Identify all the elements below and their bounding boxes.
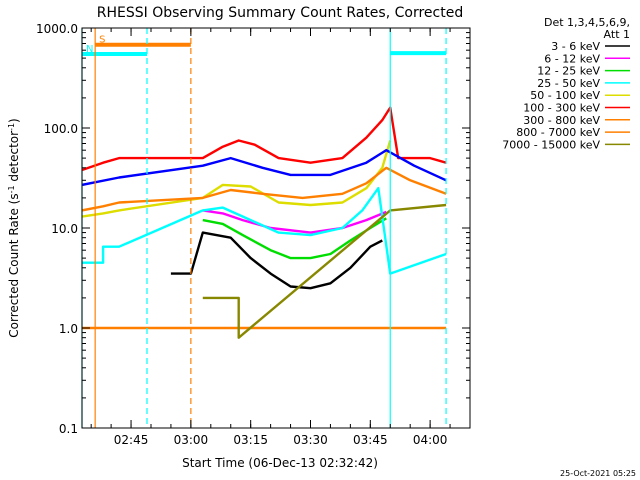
flag-label-1: N (86, 44, 93, 55)
y-axis-label-mid: detector (7, 131, 21, 186)
y-tick-label-0: 0.1 (59, 422, 78, 436)
series-line-8 (202, 203, 447, 339)
series-line-1 (202, 209, 387, 234)
legend-label-6: 300 - 800 keV (523, 114, 600, 127)
x-axis-label: Start Time (06-Dec-13 02:32:42) (182, 456, 378, 470)
legend-label-2: 12 - 25 keV (537, 65, 600, 78)
y-tick-label-1: 1.0 (59, 322, 78, 336)
x-tick-label-1: 03:00 (174, 433, 209, 447)
x-tick-label-3: 03:30 (293, 433, 328, 447)
series-line-0 (170, 231, 383, 290)
flags-layer (82, 42, 447, 56)
series-layer (82, 106, 447, 339)
legend-label-4: 50 - 100 keV (530, 89, 600, 102)
series-line-9 (82, 148, 447, 187)
y-axis-label-main: Corrected Count Rate (s (7, 193, 21, 337)
legend-label-7: 800 - 7000 keV (516, 126, 600, 139)
legend-label-5: 100 - 300 keV (523, 102, 600, 115)
x-tick-label-5: 04:00 (413, 433, 448, 447)
y-axis-label: Corrected Count Rate (s-1 detector-1) (7, 118, 22, 337)
legend-header-line-1: Det 1,3,4,5,6,9, (544, 16, 630, 29)
y-tick-label-2: 10.0 (51, 222, 78, 236)
series-line-4 (82, 140, 392, 218)
vlines-layer (81, 28, 447, 428)
y-axis: 0.1 1.0 10.0 100.0 1000.0 (36, 22, 470, 436)
legend-label-3: 25 - 50 keV (537, 77, 600, 90)
legend-label-0: 3 - 6 keV (551, 40, 600, 53)
x-tick-label-0: 02:45 (114, 433, 149, 447)
flag-label-0: S (99, 35, 105, 46)
legend-header-line-2: Att 1 (604, 28, 630, 41)
y-axis-label-sup-2: -1 (7, 123, 16, 131)
y-axis-label-end: ) (7, 118, 21, 123)
y-tick-label-3: 100.0 (44, 122, 78, 136)
y-axis-label-sup-1: -1 (7, 185, 16, 193)
x-tick-label-2: 03:15 (233, 433, 268, 447)
series-line-5 (82, 106, 447, 172)
legend-label-8: 7000 - 15000 keV (502, 138, 600, 151)
x-tick-label-4: 03:45 (353, 433, 388, 447)
series-line-3 (82, 186, 447, 275)
generation-timestamp: 25-Oct-2021 05:25 (560, 469, 636, 478)
y-tick-label-4: 1000.0 (36, 22, 78, 36)
legend-label-1: 6 - 12 keV (544, 52, 600, 65)
x-axis: 02:45 03:00 03:15 03:30 03:45 04:00 (90, 28, 471, 447)
chart-title: RHESSI Observing Summary Count Rates, Co… (97, 5, 463, 21)
